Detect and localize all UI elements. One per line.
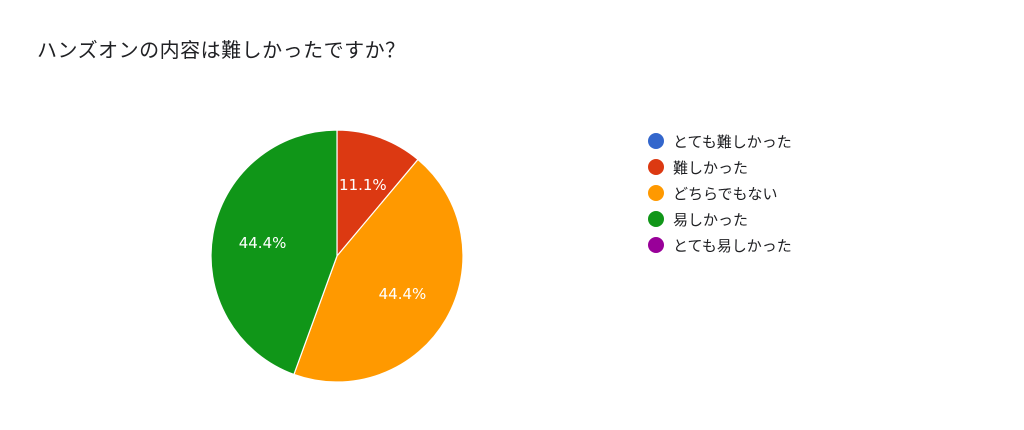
legend: とても難しかった 難しかったどちらでもない 易しかったとても易しかった bbox=[648, 128, 792, 258]
legend-item: とても易しかった bbox=[648, 232, 792, 258]
chart-title: ハンズオンの内容は難しかったですか？ bbox=[37, 38, 406, 62]
legend-label: 易しかった bbox=[673, 210, 749, 229]
legend-label: とても難しかった bbox=[673, 132, 792, 151]
legend-label: とても易しかった bbox=[673, 236, 792, 255]
pie-slice-labels: 11.1% 44.4% 44.4% bbox=[239, 176, 427, 303]
legend-item: とても難しかった bbox=[648, 128, 792, 154]
legend-swatch bbox=[648, 211, 664, 227]
legend-swatch bbox=[648, 237, 664, 253]
legend-item: 難しかった bbox=[648, 154, 792, 180]
pie-slice bbox=[293, 158, 464, 383]
pie-slice bbox=[336, 129, 419, 258]
legend-item: 易しかった bbox=[648, 206, 792, 232]
slice-percent-label: 44.4% bbox=[379, 285, 427, 303]
pie-slice bbox=[210, 129, 338, 376]
legend-swatch bbox=[648, 159, 664, 175]
slice-percent-label: 11.1% bbox=[339, 176, 387, 194]
legend-swatch bbox=[648, 133, 664, 149]
slice-percent-label: 44.4% bbox=[239, 234, 287, 252]
legend-swatch bbox=[648, 185, 664, 201]
legend-label: 難しかった bbox=[673, 158, 749, 177]
pie-slices bbox=[210, 129, 464, 383]
legend-item: どちらでもない bbox=[648, 180, 792, 206]
legend-label: どちらでもない bbox=[673, 184, 778, 203]
